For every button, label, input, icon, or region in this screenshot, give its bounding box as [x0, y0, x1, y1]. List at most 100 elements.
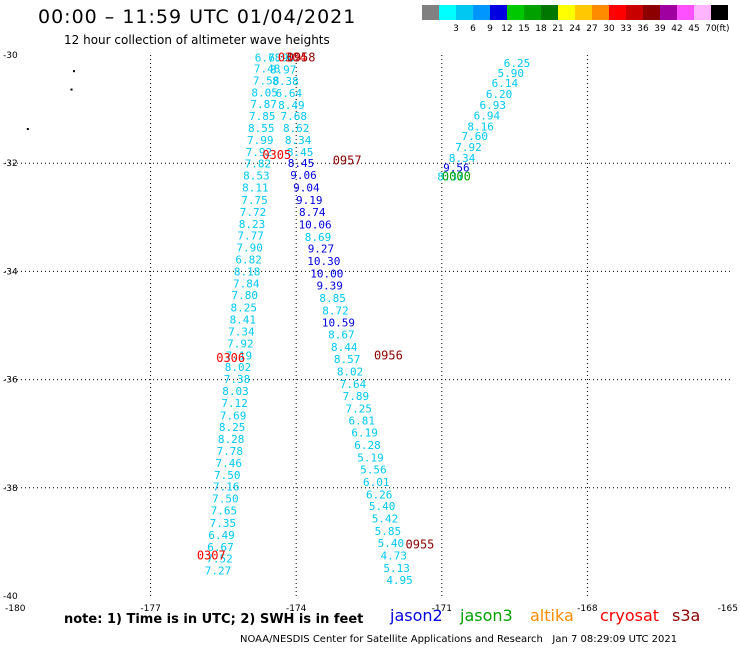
legend-label: 36 [637, 24, 649, 34]
wave-height-value: 7.90 [236, 242, 263, 255]
wave-height-value: 6.20 [486, 88, 513, 101]
generated-timestamp: Jan 7 08:29:09 UTC 2021 [552, 634, 678, 645]
legend-label: 9 [487, 24, 493, 34]
lat-tick-label: -38 [3, 484, 18, 494]
legend-label: 12 [501, 24, 512, 34]
mission-label-jason2: jason2 [390, 606, 443, 625]
wave-height-value: 7.52 [206, 553, 233, 566]
wave-height-value: 8.37 [437, 171, 464, 184]
map-subtitle: 12 hour collection of altimeter wave hei… [64, 33, 330, 47]
wave-height-value: 7.84 [233, 277, 260, 290]
legend-swatch [456, 5, 473, 20]
wave-height-value: 6.82 [235, 253, 262, 266]
legend-swatch [643, 5, 660, 20]
legend-swatch [558, 5, 575, 20]
wave-height-value: 7.19 [226, 349, 253, 362]
wave-height-value: 8.05 [251, 86, 278, 99]
scatter-marks [26, 70, 75, 131]
wave-height-value: 7.58 [253, 74, 280, 87]
wave-height-value: 8.62 [283, 122, 310, 135]
wave-height-value: 4.73 [381, 549, 408, 562]
credit-line: NOAA/NESDIS Center for Satellite Applica… [240, 634, 677, 645]
wave-height-value: 6.19 [351, 427, 378, 440]
wave-height-value: 8.34 [449, 152, 476, 165]
wave-height-value: 6.49 [208, 529, 235, 542]
lon-tick-label: -168 [577, 604, 598, 614]
mission-label-altika: altika [530, 606, 574, 625]
legend-label: 27 [586, 24, 597, 34]
mission-label-jason3: jason3 [460, 606, 513, 625]
wave-height-value: 6.01 [363, 476, 390, 489]
wave-height-value: 7.99 [247, 134, 274, 147]
wave-height-value: 7.75 [241, 194, 268, 207]
wave-height-value: 7.69 [220, 409, 247, 422]
wave-height-value: 7.82 [245, 158, 272, 171]
lat-lon-grid [5, 55, 733, 596]
wave-height-value: 8.02 [337, 365, 364, 378]
time-label: 0000 [442, 170, 471, 184]
lat-tick-label: -40 [3, 592, 18, 602]
time-label: 0305 [262, 148, 291, 162]
wave-height-value: 7.89 [343, 390, 370, 403]
legend-label: 33 [620, 24, 631, 34]
lon-tick-label: -165 [718, 604, 738, 614]
wave-height-value: 4.95 [386, 574, 413, 587]
lon-tick-label: -177 [140, 604, 160, 614]
legend-swatch [439, 5, 456, 20]
time-label: 0958 [287, 51, 316, 65]
wave-height-value: 10.00 [310, 268, 343, 281]
legend-swatch [541, 5, 558, 20]
lon-tick-label: -174 [286, 604, 307, 614]
wave-height-value: 9.19 [296, 194, 323, 207]
wave-height-value: 7.35 [210, 517, 237, 530]
wave-height-value: 7.38 [224, 373, 251, 386]
wave-height-value: 6.93 [480, 99, 507, 112]
wave-height-value: 8.25 [231, 302, 258, 315]
wave-height-value: 6.28 [354, 439, 381, 452]
legend-label: 15 [518, 24, 529, 34]
wave-height-value: 6.81 [348, 415, 375, 428]
wave-height-value: 6.98 [268, 52, 295, 65]
time-label: 0307 [197, 548, 226, 562]
wave-height-value: 6.25 [504, 57, 531, 70]
wave-height-value: 8.55 [248, 122, 275, 135]
legend-swatch [422, 5, 439, 20]
time-label: 0956 [374, 348, 403, 362]
legend-swatch [609, 5, 626, 20]
wave-height-value: 5.19 [357, 452, 384, 465]
wave-height-value: 7.27 [205, 565, 232, 578]
scatter-mark [72, 70, 75, 73]
time-label: 0306 [216, 351, 245, 365]
color-legend: 3 6 9 12 15 18 21 24 27 30 33 36 39 42 45 70 (ft) [422, 5, 730, 34]
legend-swatch [694, 5, 711, 20]
wave-height-value: 8.57 [334, 353, 361, 366]
wave-height-value: 6.14 [492, 77, 519, 90]
wave-height-value: 7.77 [237, 230, 264, 243]
legend-unit: (ft) [716, 24, 730, 34]
wave-height-value: 7.50 [212, 493, 239, 506]
wave-height-value: 8.74 [299, 206, 326, 219]
wave-height-value: 8.44 [331, 341, 358, 354]
wave-height-value: 8.67 [328, 329, 355, 342]
wave-height-value: 7.12 [221, 397, 248, 410]
wave-height-value: 8.23 [239, 218, 266, 231]
scatter-mark [26, 128, 29, 131]
scatter-mark [70, 88, 73, 91]
notes-text: note: 1) Time is in UTC; 2) SWH is in fe… [64, 612, 364, 627]
wave-height-value: 7.65 [211, 505, 238, 518]
wave-height-value: 8.34 [285, 134, 312, 147]
legend-swatch [592, 5, 609, 20]
wave-height-value: 7.25 [346, 402, 373, 415]
wave-height-value: 7.48 [254, 63, 281, 76]
wave-height-value: 7.87 [250, 98, 277, 111]
wave-height-value: 7.92 [227, 337, 254, 350]
time-label: 0955 [406, 538, 435, 552]
legend-swatch [507, 5, 524, 20]
legend-swatch [711, 5, 728, 20]
lon-tick-label: -180 [5, 604, 26, 614]
wave-height-value: 7.78 [216, 445, 243, 458]
wave-height-value: 9.04 [293, 182, 320, 195]
wave-height-value: 5.40 [369, 500, 396, 513]
wave-height-value: 8.49 [278, 99, 305, 112]
